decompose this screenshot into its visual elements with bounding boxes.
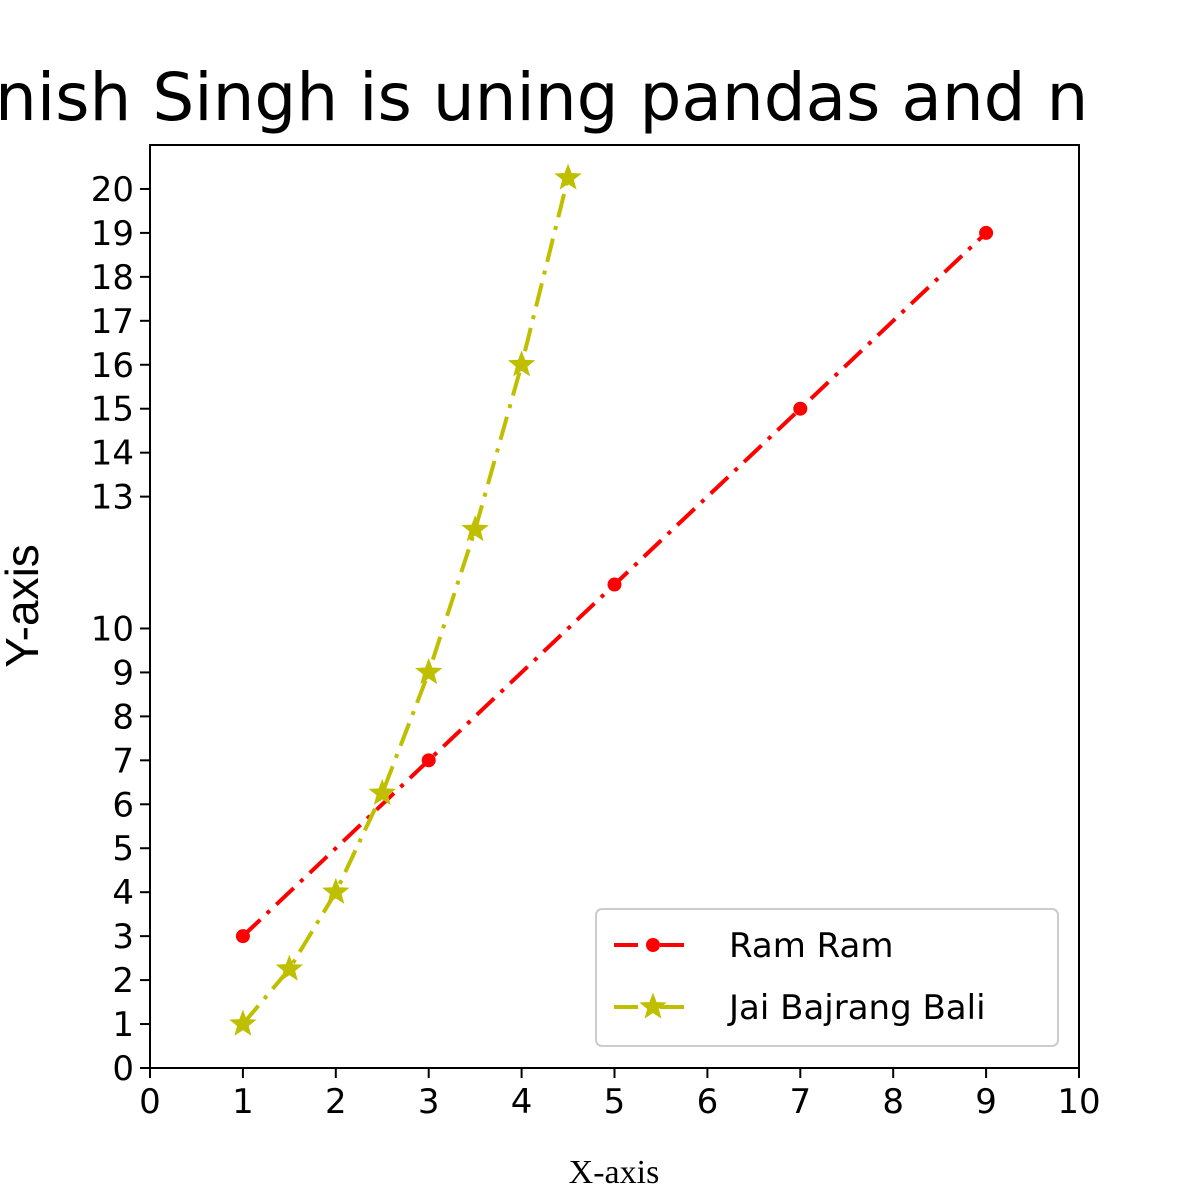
legend-label: Jai Bajrang Bali [727,988,986,1028]
y-tick-label: 2 [112,961,134,1001]
y-tick-label: 18 [91,258,134,298]
y-tick-label: 5 [112,829,134,869]
y-tick-label: 20 [91,170,134,210]
data-point [607,577,622,592]
y-tick-label: 3 [112,917,134,957]
series-line-2 [241,177,570,1026]
x-tick-label: 4 [511,1082,533,1122]
y-axis-label: Y-axis [0,544,48,668]
x-tick-label: 2 [325,1082,347,1122]
y-tick-label: 14 [91,434,134,474]
x-tick-label: 3 [418,1082,440,1122]
x-tick-label: 6 [697,1082,719,1122]
x-tick-label: 8 [882,1082,904,1122]
data-point [421,753,436,768]
x-tick-label: 0 [139,1082,161,1122]
legend-marker [639,992,667,1019]
x-tick-label: 7 [789,1082,811,1122]
x-tick-label: 10 [1057,1082,1100,1122]
x-axis-ticks: 0 1 2 3 4 5 6 7 8 9 10 [139,1068,1101,1122]
legend-marker [646,938,660,952]
y-tick-label: 7 [112,741,134,781]
legend-label: Ram Ram [729,926,893,966]
data-point [793,401,808,416]
y-tick-label: 16 [91,346,134,386]
y-tick-label: 1 [112,1005,134,1045]
data-point [554,163,582,190]
data-point [322,877,350,904]
y-tick-label: 6 [112,785,134,825]
y-tick-label: 4 [112,873,134,913]
x-tick-label: 9 [975,1082,997,1122]
data-point [979,225,994,240]
legend-box [595,908,1059,1047]
data-point [275,954,304,981]
y-tick-label: 13 [91,478,134,518]
data-point [235,929,250,944]
y-tick-label: 10 [91,609,134,649]
y-tick-label: 0 [112,1049,134,1089]
legend: Ram Ram Jai Bajrang Bali [595,908,1059,1047]
data-point [229,1009,257,1036]
y-tick-label: 19 [91,214,134,254]
data-point [507,350,536,377]
series-layer [229,163,994,1036]
data-point [461,515,489,542]
y-tick-label: 15 [91,390,134,430]
y-tick-label: 17 [91,302,134,342]
x-tick-label: 1 [232,1082,254,1122]
y-tick-label: 9 [112,653,134,693]
x-axis-label: X-axis [569,1154,660,1191]
chart-title: nish Singh is uning pandas and n [0,59,1088,136]
data-point [414,658,443,685]
y-tick-label: 8 [112,697,134,737]
x-tick-label: 5 [604,1082,626,1122]
data-point [368,778,396,805]
